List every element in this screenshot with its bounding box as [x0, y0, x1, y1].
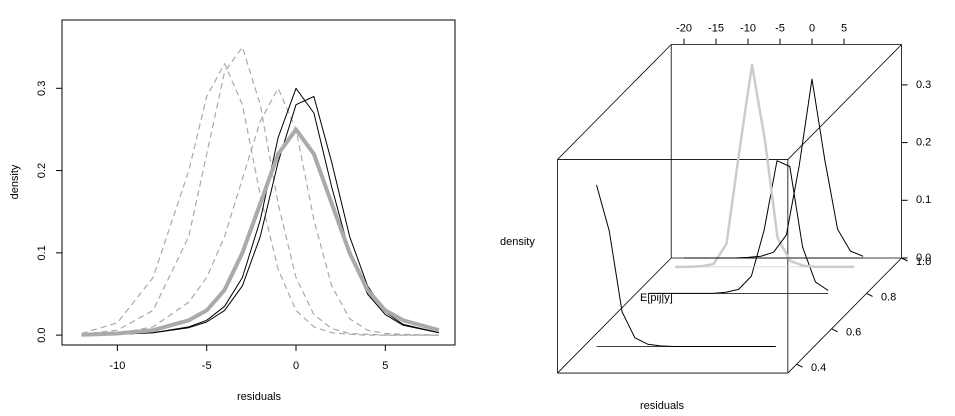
y-tick-label: 0.2	[36, 163, 48, 178]
y-tick-label: 0.3	[36, 81, 48, 96]
y-tick-label: 0.0	[36, 327, 48, 342]
y-tick-label: 0.1	[36, 245, 48, 260]
z-tick-label: 0.8	[881, 291, 896, 303]
y-tick-label: 0.0	[916, 252, 931, 264]
density-curve	[684, 78, 864, 259]
x-axis-label: residuals	[237, 391, 282, 403]
box-edge	[787, 44, 902, 160]
x-tick-label: -15	[708, 22, 724, 34]
density-curve	[675, 63, 855, 269]
x-tick-label: 5	[382, 360, 388, 372]
z-tick	[831, 328, 838, 333]
x-tick-label: 0	[293, 360, 299, 372]
x-tick-label: -5	[775, 22, 785, 34]
x-tick-label: -5	[202, 360, 212, 372]
z-tick	[866, 292, 873, 297]
x-tick-label: -10	[109, 360, 125, 372]
density-curve	[649, 160, 829, 294]
box-edge	[787, 257, 902, 374]
z-tick-label: 0.6	[846, 327, 861, 339]
z-axis-label: E[pij|y]	[640, 292, 673, 304]
z-tick	[901, 257, 908, 262]
density-curve	[596, 184, 776, 347]
x-tick-label: -10	[740, 22, 756, 34]
density-curve	[81, 46, 439, 336]
plot-frame	[61, 19, 456, 346]
z-tick	[796, 363, 803, 368]
y-axis-label: density	[9, 164, 21, 199]
y-axis-label: density	[500, 236, 535, 248]
x-tick-label: 0	[809, 22, 815, 34]
y-tick-label: 0.1	[916, 194, 931, 206]
x-axis-label: residuals	[640, 400, 685, 412]
density-curve	[81, 96, 440, 336]
box-edge	[557, 257, 672, 374]
density-curve	[81, 87, 440, 336]
box-edge	[557, 44, 672, 160]
density-curve	[81, 87, 439, 336]
density-curve	[81, 127, 440, 337]
z-tick-label: 1.0	[916, 256, 931, 268]
density-curve	[81, 63, 439, 336]
y-tick-label: 0.3	[916, 79, 931, 91]
x-tick-label: -20	[676, 22, 692, 34]
x-tick-label: 5	[841, 22, 847, 34]
z-tick-label: 0.4	[811, 362, 826, 374]
y-tick-label: 0.2	[916, 137, 931, 149]
